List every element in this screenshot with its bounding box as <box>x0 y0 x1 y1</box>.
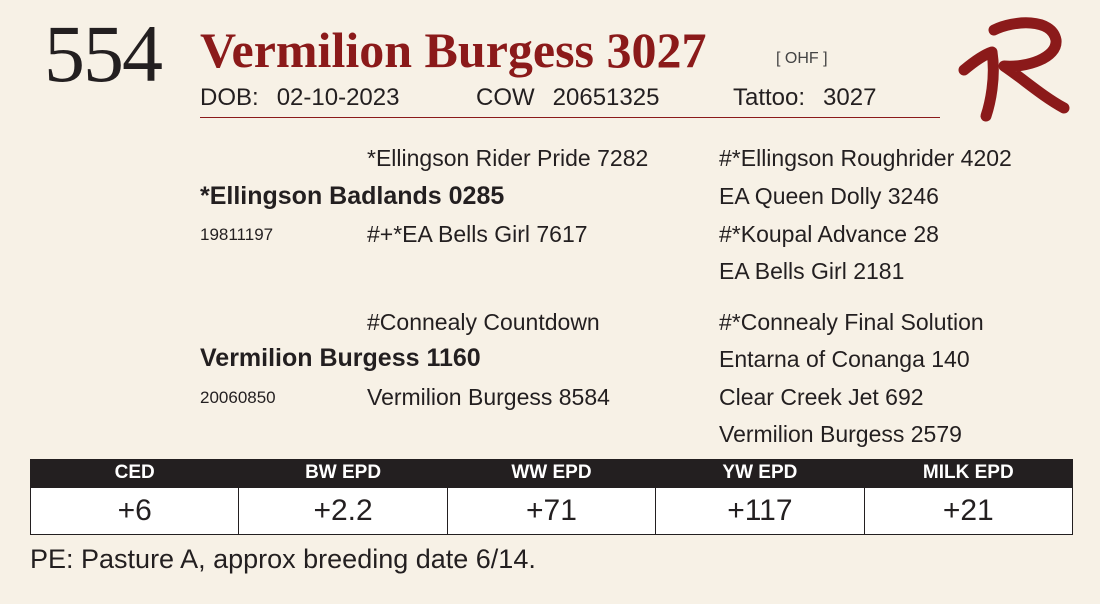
tattoo-field: Tattoo: 3027 <box>733 84 876 112</box>
pedigree-sire-sire-dam: EA Queen Dolly 3246 <box>719 183 939 209</box>
type-label: COW <box>476 84 535 111</box>
ohf-tag: [ OHF ] <box>776 50 828 67</box>
tattoo-label: Tattoo: <box>733 84 806 111</box>
epd-header-milk: MILK EPD <box>863 459 1074 488</box>
pedigree-dam-dam: Vermilion Burgess 8584 <box>367 384 610 410</box>
animal-name: Vermilion Burgess 3027 <box>200 22 707 78</box>
registration-value: 20651325 <box>552 84 660 111</box>
epd-header-row: CED BW EPD WW EPD YW EPD MILK EPD <box>29 459 1074 488</box>
pedigree-sire-sire: *Ellingson Rider Pride 7282 <box>367 145 649 171</box>
pedigree-dam-sire: #Connealy Countdown <box>367 309 600 335</box>
pedigree-sire-sire-sire: #*Ellingson Roughrider 4202 <box>719 145 1012 171</box>
tattoo-value: 3027 <box>823 84 877 111</box>
epd-value-milk: +21 <box>863 487 1074 535</box>
pedigree-dam-dam-sire: Clear Creek Jet 692 <box>719 384 924 410</box>
pedigree-sire-reg: 19811197 <box>200 225 274 244</box>
pedigree-dam-dam-dam: Vermilion Burgess 2579 <box>719 421 962 447</box>
lot-number: 554 <box>44 8 163 99</box>
epd-value-ced: +6 <box>29 487 240 535</box>
epd-header-ww: WW EPD <box>446 459 657 488</box>
epd-table: CED BW EPD WW EPD YW EPD MILK EPD +6 +2.… <box>29 459 1074 535</box>
epd-header-yw: YW EPD <box>655 459 865 488</box>
pedigree-dam-sire-dam: Entarna of Conanga 140 <box>719 346 970 372</box>
pedigree-dam-reg: 20060850 <box>200 388 276 407</box>
pedigree-sire: *Ellingson Badlands 0285 <box>200 182 505 210</box>
epd-value-ww: +71 <box>446 487 657 535</box>
epd-value-bw: +2.2 <box>238 487 448 535</box>
pedigree-dam-sire-sire: #*Connealy Final Solution <box>719 309 984 335</box>
pedigree-sire-dam: #+*EA Bells Girl 7617 <box>367 221 588 247</box>
header-divider <box>200 117 940 118</box>
vr-brand-icon <box>958 17 1070 122</box>
dob-value: 02-10-2023 <box>276 84 400 111</box>
registration-field: COW 20651325 <box>476 84 659 112</box>
dob-field: DOB: 02-10-2023 <box>200 84 399 112</box>
epd-value-yw: +117 <box>655 487 865 535</box>
dob-label: DOB: <box>200 84 259 111</box>
pedigree-sire-dam-sire: #*Koupal Advance 28 <box>719 221 939 247</box>
epd-header-bw: BW EPD <box>238 459 448 488</box>
pedigree-sire-dam-dam: EA Bells Girl 2181 <box>719 258 905 284</box>
epd-header-ced: CED <box>29 459 240 488</box>
epd-value-row: +6 +2.2 +71 +117 +21 <box>29 487 1074 535</box>
breeding-note: PE: Pasture A, approx breeding date 6/14… <box>30 544 536 574</box>
pedigree-dam: Vermilion Burgess 1160 <box>200 344 481 372</box>
